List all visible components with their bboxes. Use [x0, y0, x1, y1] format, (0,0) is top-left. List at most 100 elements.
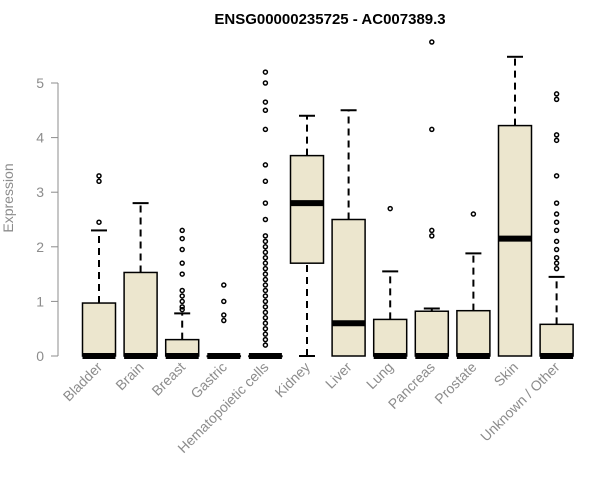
outlier-point [262, 238, 269, 245]
box-iqr [123, 271, 158, 357]
outlier-point [553, 219, 560, 225]
outlier-point [262, 304, 269, 310]
outlier-point [262, 331, 269, 337]
outlier-point [553, 238, 560, 245]
boxes-layer [81, 39, 574, 359]
x-tick-label: Skin [491, 359, 522, 390]
x-tick-label: Lung [363, 359, 396, 392]
box-iqr [289, 154, 325, 264]
outlier-point [262, 162, 269, 168]
outlier-point [96, 178, 102, 185]
y-tick-label: 0 [36, 348, 44, 364]
outlier-point [262, 80, 269, 86]
outlier-point [262, 200, 269, 206]
outlier-point [262, 309, 269, 316]
outlier-point [262, 276, 269, 283]
y-tick-label: 3 [36, 184, 44, 200]
box-group [372, 205, 408, 359]
outlier-point [179, 298, 185, 305]
outlier-point [262, 69, 269, 75]
box-iqr [372, 318, 408, 357]
x-tick-label: Bladder [60, 359, 106, 405]
box-iqr [414, 310, 450, 357]
box-group [497, 55, 533, 357]
y-axis: 0 1 2 3 4 5 [36, 75, 59, 364]
outlier-point [262, 271, 269, 277]
outlier-point [262, 107, 269, 114]
box-iqr [539, 323, 574, 357]
outlier-point [262, 126, 269, 133]
y-tick-label: 5 [36, 75, 44, 91]
y-tick-label: 4 [36, 130, 44, 146]
y-axis-label: Expression [0, 163, 16, 232]
outlier-point [262, 320, 269, 326]
outlier-point [179, 293, 185, 299]
box-group [206, 282, 242, 359]
outlier-point [262, 216, 269, 223]
outlier-point [262, 342, 269, 348]
box-group [164, 227, 200, 359]
y-tick-label: 2 [36, 239, 44, 255]
outlier-point [179, 260, 185, 266]
outlier-point [553, 96, 560, 103]
outlier-point [262, 287, 269, 294]
box-group [81, 173, 117, 359]
outlier-point [262, 325, 269, 332]
box-group [289, 114, 325, 357]
outlier-point [262, 233, 269, 239]
outlier-point [262, 244, 269, 250]
outlier-point [553, 254, 560, 261]
outlier-point [262, 254, 269, 261]
outlier-point [262, 249, 269, 256]
outlier-point [553, 132, 560, 138]
y-tick-label: 1 [36, 293, 44, 309]
outlier-point [179, 304, 185, 310]
outlier-point [179, 235, 185, 242]
outlier-point [387, 205, 393, 212]
outlier-point [262, 99, 269, 105]
outlier-point [553, 265, 560, 272]
outlier-point [553, 137, 560, 144]
box-iqr [81, 302, 117, 357]
box-iqr [331, 218, 366, 357]
outlier-point [179, 287, 185, 294]
outlier-point [429, 227, 435, 234]
outlier-point [262, 260, 269, 266]
x-tick-label: Liver [322, 359, 355, 392]
x-tick-label: Unknown / Other [477, 359, 563, 445]
x-tick-label: Brain [112, 359, 146, 393]
box-group [414, 39, 450, 359]
outlier-point [262, 315, 269, 321]
x-tick-label: Prostate [431, 359, 479, 407]
outlier-point [262, 293, 269, 299]
outlier-point [262, 336, 269, 343]
outlier-point [553, 173, 560, 179]
outlier-point [553, 260, 560, 266]
outlier-point [179, 227, 185, 234]
outlier-point [179, 306, 185, 313]
box-group [456, 211, 491, 359]
x-tick-label: Breast [148, 359, 188, 399]
outlier-point [553, 211, 560, 217]
outlier-point [179, 246, 185, 253]
box-group [248, 69, 283, 359]
x-tick-label: Kidney [272, 359, 314, 401]
box-group [331, 109, 366, 357]
outlier-point [262, 298, 269, 305]
outlier-point [221, 282, 227, 288]
outlier-point [96, 173, 102, 179]
outlier-point [553, 246, 560, 253]
box-iqr [456, 309, 491, 357]
outlier-point [429, 39, 435, 45]
outlier-point [553, 91, 560, 97]
outlier-point [262, 265, 269, 272]
outlier-point [221, 317, 227, 324]
chart-title: ENSG00000235725 - AC007389.3 [214, 11, 445, 28]
box-group [123, 202, 158, 359]
outlier-point [553, 200, 560, 206]
outlier-point [221, 312, 227, 318]
outlier-point [96, 219, 102, 225]
outlier-point [429, 233, 435, 239]
